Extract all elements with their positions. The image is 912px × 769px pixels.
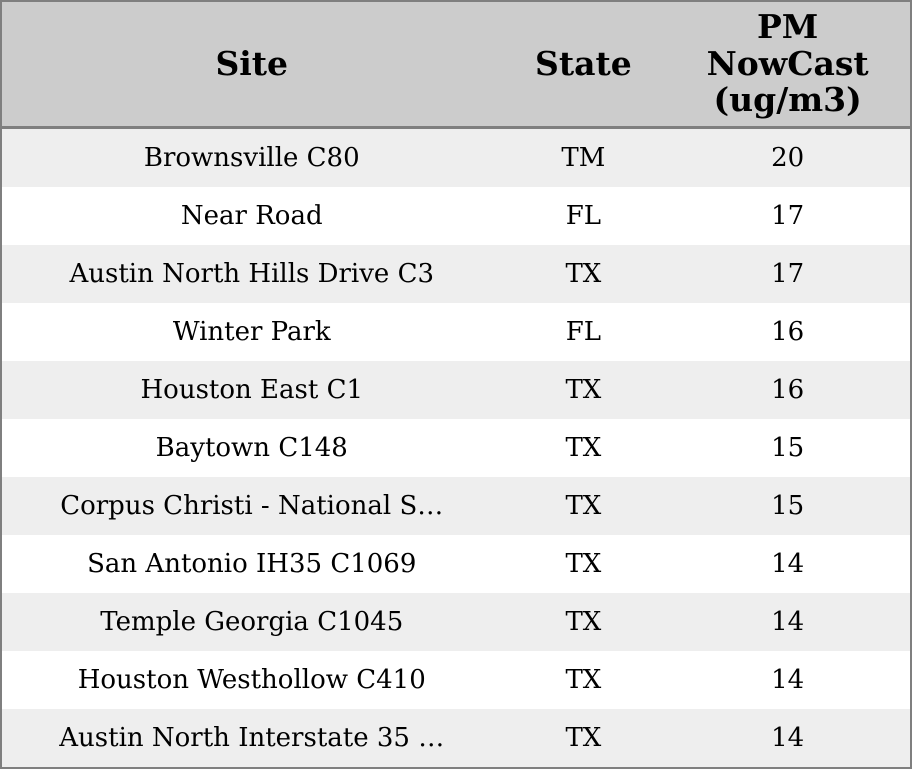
state-cell: FL	[565, 317, 602, 347]
table-row: Corpus Christi - National S… TX 15	[1, 477, 911, 535]
pm-cell: 16	[771, 375, 805, 405]
site-cell: Austin North Hills Drive C3	[69, 259, 435, 289]
site-cell: Winter Park	[172, 317, 331, 347]
state-cell: FL	[565, 201, 602, 231]
table-row: Winter Park FL 16	[1, 303, 911, 361]
site-cell: Houston East C1	[140, 375, 364, 405]
table-row: Temple Georgia C1045 TX 14	[1, 593, 911, 651]
site-cell: Near Road	[180, 201, 323, 231]
state-cell: TX	[565, 259, 602, 289]
site-cell: Corpus Christi - National S…	[60, 491, 444, 521]
state-cell: TX	[565, 491, 602, 521]
table-row: Baytown C148 TX 15	[1, 419, 911, 477]
column-header-site: Site	[1, 1, 502, 129]
site-cell: San Antonio IH35 C1069	[87, 549, 417, 579]
pm-cell: 16	[771, 317, 805, 347]
state-cell: TX	[565, 549, 602, 579]
table-row: San Antonio IH35 C1069 TX 14	[1, 535, 911, 593]
pm-cell: 20	[771, 143, 805, 173]
site-cell: Brownsville C80	[143, 143, 360, 173]
state-cell: TX	[565, 375, 602, 405]
pm-cell: 15	[771, 433, 805, 463]
table-header: Site State PM NowCast (ug/m3)	[1, 1, 911, 129]
table-row: Austin North Interstate 35 … TX 14	[1, 709, 911, 768]
pm-cell: 17	[771, 259, 805, 289]
column-header-pm-nowcast: PM NowCast (ug/m3)	[665, 1, 911, 129]
pm-cell: 14	[771, 549, 805, 579]
site-cell: Temple Georgia C1045	[100, 607, 404, 637]
site-cell: Baytown C148	[155, 433, 348, 463]
table-row: Brownsville C80 TM 20	[1, 127, 911, 187]
site-cell: Austin North Interstate 35 …	[59, 723, 445, 753]
pm-cell: 15	[771, 491, 805, 521]
table-row: Houston East C1 TX 16	[1, 361, 911, 419]
table-body: Brownsville C80 TM 20 Near Road FL 17 Au…	[1, 127, 911, 768]
header-row: Site State PM NowCast (ug/m3)	[1, 1, 911, 129]
pm-cell: 14	[771, 723, 805, 753]
pm-cell: 14	[771, 607, 805, 637]
state-cell: TX	[565, 433, 602, 463]
table-row: Houston Westhollow C410 TX 14	[1, 651, 911, 709]
pm-cell: 17	[771, 201, 805, 231]
table-row: Near Road FL 17	[1, 187, 911, 245]
column-header-state: State	[501, 1, 666, 129]
table-row: Austin North Hills Drive C3 TX 17	[1, 245, 911, 303]
state-cell: TX	[565, 723, 602, 753]
state-cell: TM	[561, 143, 606, 173]
pm-cell: 14	[771, 665, 805, 695]
state-cell: TX	[565, 665, 602, 695]
site-cell: Houston Westhollow C410	[77, 665, 426, 695]
state-cell: TX	[565, 607, 602, 637]
